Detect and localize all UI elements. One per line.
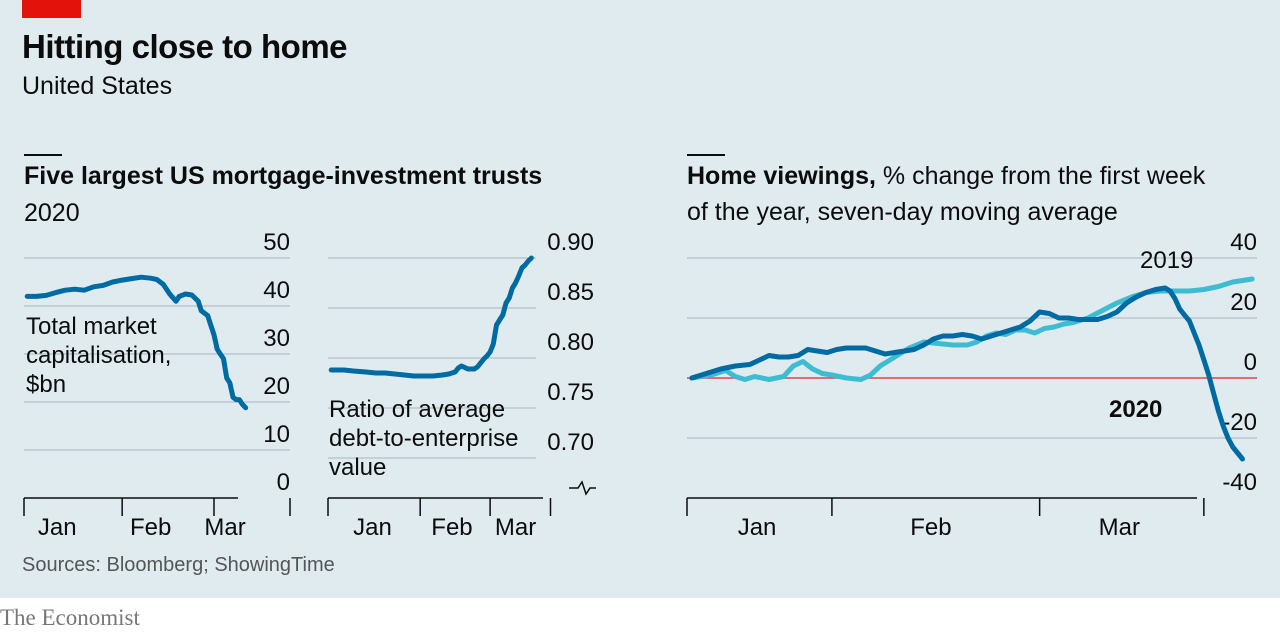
right-group-subtitle-line-1: % change from the first week (883, 162, 1206, 190)
home-viewings-series-2019 (689, 276, 1255, 382)
debt-ratio-label-3: value (329, 454, 386, 481)
series-2020-label: 2020 (1109, 396, 1162, 423)
home-viewings-y-tick-label: -40 (1222, 469, 1257, 496)
market-cap-y-tick-label: 40 (263, 277, 290, 304)
left-group-title: Five largest US mortgage-investment trus… (24, 162, 542, 190)
market-cap-series-line (24, 274, 249, 411)
home-viewings-plot: 40 20 0 -20 -40 Jan Feb Mar (686, 229, 1257, 541)
debt-ratio-label-2: debt-to-enterprise (329, 425, 518, 452)
right-group-title: Home viewings, (687, 162, 876, 190)
market-cap-y-tick-label: 50 (263, 229, 290, 256)
source-note: Sources: Bloomberg; ShowingTime (22, 554, 335, 576)
market-cap-plot: 50 40 30 20 10 0 Jan Feb Mar (23, 229, 291, 541)
debt-ratio-y-tick-label: 0.85 (547, 279, 594, 306)
market-cap-label-2: capitalisation, (26, 342, 171, 369)
market-cap-x-tick-label: Feb (130, 514, 171, 541)
market-cap-x-tick-label: Jan (38, 514, 77, 541)
debt-ratio-x-tick-label: Mar (495, 514, 536, 541)
debt-ratio-y-tick-label: 0.90 (547, 229, 594, 256)
home-viewings-series-2020 (689, 285, 1245, 462)
debt-ratio-plot: 0.90 0.85 0.80 0.75 0.70 Jan Feb Mar (327, 229, 596, 541)
home-viewings-y-tick-label: 20 (1230, 289, 1257, 316)
right-group-title-line: Home viewings, % change from the first w… (687, 162, 1206, 190)
economist-logo: The Economist (0, 605, 140, 630)
market-cap-label-3: $bn (26, 371, 66, 398)
home-viewings-y-tick-label: 0 (1244, 349, 1257, 376)
market-cap-label-1: Total market (26, 313, 157, 340)
debt-ratio-y-tick-label: 0.70 (547, 429, 594, 456)
market-cap-y-tick-label: 0 (277, 469, 290, 496)
left-group-subtitle: 2020 (24, 199, 80, 227)
home-viewings-y-tick-label: 40 (1230, 229, 1257, 256)
debt-ratio-label-1: Ratio of average (329, 396, 505, 423)
debt-ratio-series-line (328, 255, 534, 379)
home-viewings-x-tick-label: Feb (910, 514, 951, 541)
economist-red-tag (22, 0, 81, 18)
market-cap-y-tick-label: 20 (263, 373, 290, 400)
debt-ratio-axis-break-icon (569, 480, 596, 496)
charts-svg: Five largest US mortgage-investment trus… (23, 154, 1257, 541)
home-viewings-x-tick-label: Mar (1099, 514, 1140, 541)
right-group-subtitle-line-2: of the year, seven-day moving average (687, 198, 1118, 226)
debt-ratio-x-tick-label: Jan (353, 514, 392, 541)
chart-title: Hitting close to home (22, 28, 348, 65)
home-viewings-x-tick-label: Jan (738, 514, 777, 541)
chart-subtitle: United States (22, 72, 173, 100)
debt-ratio-y-tick-label: 0.75 (547, 379, 594, 406)
home-viewings-y-tick-label: -20 (1222, 409, 1257, 436)
market-cap-y-tick-label: 30 (263, 325, 290, 352)
debt-ratio-y-tick-label: 0.80 (547, 329, 594, 356)
debt-ratio-x-tick-label: Feb (431, 514, 472, 541)
market-cap-y-tick-label: 10 (263, 421, 290, 448)
market-cap-x-tick-label: Mar (204, 514, 245, 541)
series-2019-label: 2019 (1140, 247, 1193, 274)
